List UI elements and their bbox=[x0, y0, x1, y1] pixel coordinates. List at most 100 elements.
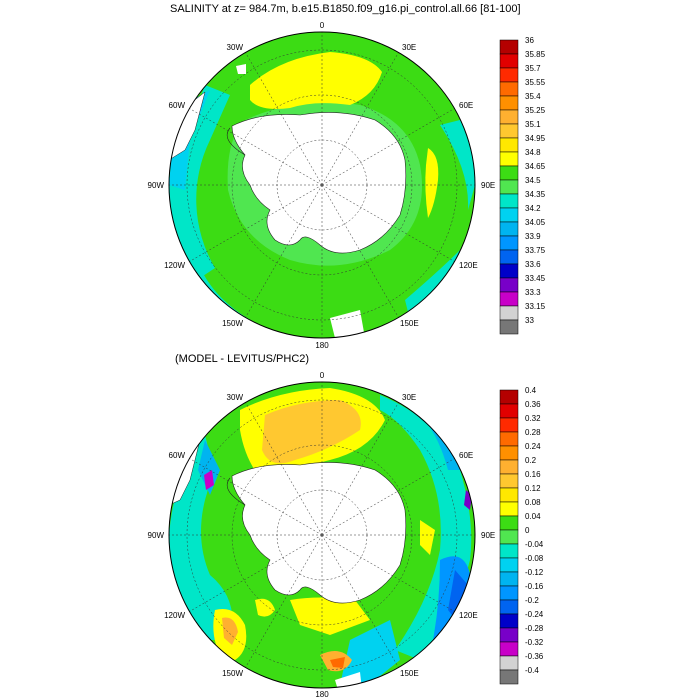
colorbar-swatch bbox=[499, 445, 519, 461]
colorbar-swatch bbox=[499, 235, 519, 251]
colorbar-swatch bbox=[499, 389, 519, 405]
colorbar-label: 0.4 bbox=[525, 386, 537, 395]
colorbar-label: 0.36 bbox=[525, 400, 541, 409]
colorbar-swatch bbox=[499, 221, 519, 237]
colorbar-label: -0.32 bbox=[525, 638, 544, 647]
colorbar-swatch bbox=[499, 165, 519, 181]
lon-label-120w: 120W bbox=[164, 261, 185, 270]
colorbar-swatch bbox=[499, 515, 519, 531]
colorbar-swatch bbox=[499, 417, 519, 433]
colorbar-swatch bbox=[499, 95, 519, 111]
lon-label-60e: 60E bbox=[459, 101, 473, 110]
colorbar-label: 0.08 bbox=[525, 498, 541, 507]
lon-label-60w: 60W bbox=[169, 101, 186, 110]
colorbar-label: -0.12 bbox=[525, 568, 544, 577]
lon-label-90e: 90E bbox=[481, 531, 495, 540]
colorbar-swatch bbox=[499, 487, 519, 503]
colorbar-swatch bbox=[499, 291, 519, 307]
colorbar-label: 35.7 bbox=[525, 64, 541, 73]
colorbar-swatch bbox=[499, 585, 519, 601]
colorbar-label: 33.3 bbox=[525, 288, 541, 297]
colorbar-label: 33.45 bbox=[525, 274, 546, 283]
colorbar-swatch bbox=[499, 151, 519, 167]
colorbar-label: 0.04 bbox=[525, 512, 541, 521]
colorbar-label: 33.9 bbox=[525, 232, 541, 241]
colorbar-label: 33.6 bbox=[525, 260, 541, 269]
top-map-title: SALINITY at z= 984.7m, b.e15.B1850.f09_g… bbox=[170, 3, 521, 15]
bottom-map-title: (MODEL - LEVITUS/PHC2) bbox=[175, 353, 310, 365]
colorbar-label: -0.24 bbox=[525, 610, 544, 619]
lon-label-120w: 120W bbox=[164, 611, 185, 620]
colorbar-label: 0.24 bbox=[525, 442, 541, 451]
colorbar-label: 0.28 bbox=[525, 428, 541, 437]
colorbar-label: 34.65 bbox=[525, 162, 546, 171]
lon-label-150e: 150E bbox=[400, 319, 419, 328]
lon-label-180: 180 bbox=[315, 341, 329, 350]
colorbar-swatch bbox=[499, 53, 519, 69]
colorbar-swatch bbox=[499, 263, 519, 279]
colorbar-swatch bbox=[499, 599, 519, 615]
colorbar-swatch bbox=[499, 207, 519, 223]
lon-label-150e: 150E bbox=[400, 669, 419, 678]
colorbar-label: 0.2 bbox=[525, 456, 537, 465]
bottom-map: 0 30E 60E 90E 120E 150E 180 150W 120W 90… bbox=[148, 371, 496, 699]
colorbar-swatch bbox=[499, 81, 519, 97]
colorbar-swatch bbox=[499, 571, 519, 587]
colorbar-swatch bbox=[499, 109, 519, 125]
colorbar-swatch bbox=[499, 305, 519, 321]
colorbar-swatch bbox=[499, 39, 519, 55]
lon-label-90w: 90W bbox=[148, 181, 165, 190]
lon-label-0: 0 bbox=[320, 371, 325, 380]
colorbar-label: 33.15 bbox=[525, 302, 546, 311]
colorbar-swatch bbox=[499, 123, 519, 139]
colorbar-swatch bbox=[499, 277, 519, 293]
colorbar-swatch bbox=[499, 641, 519, 657]
colorbar-label: 34.2 bbox=[525, 204, 541, 213]
lon-label-180: 180 bbox=[315, 690, 329, 699]
colorbar-swatch bbox=[499, 613, 519, 629]
lon-label-30w: 30W bbox=[227, 43, 244, 52]
colorbar-label: 35.25 bbox=[525, 106, 546, 115]
lon-label-30e: 30E bbox=[402, 393, 416, 402]
lon-label-30w: 30W bbox=[227, 393, 244, 402]
colorbar-label: 0 bbox=[525, 526, 530, 535]
colorbar-label: 34.95 bbox=[525, 134, 546, 143]
colorbar-label: 0.16 bbox=[525, 470, 541, 479]
colorbar-swatch bbox=[499, 137, 519, 153]
lon-label-60w: 60W bbox=[169, 451, 186, 460]
colorbar-label: 36 bbox=[525, 36, 534, 45]
top-map: 0 30E 60E 90E 120E 150E 180 150W 120W 90… bbox=[148, 21, 496, 350]
colorbar-label: 33.75 bbox=[525, 246, 546, 255]
colorbar-label: 34.35 bbox=[525, 190, 546, 199]
colorbar-label: -0.2 bbox=[525, 596, 539, 605]
lon-label-90w: 90W bbox=[148, 531, 165, 540]
colorbar-swatch bbox=[499, 249, 519, 265]
colorbar-swatch bbox=[499, 67, 519, 83]
colorbar-label: 34.8 bbox=[525, 148, 541, 157]
colorbar-label: 35.85 bbox=[525, 50, 546, 59]
colorbar-swatch bbox=[499, 473, 519, 489]
colorbar-swatch bbox=[499, 557, 519, 573]
lon-label-60e: 60E bbox=[459, 451, 473, 460]
colorbar-swatch bbox=[499, 669, 519, 685]
colorbar-swatch bbox=[499, 529, 519, 545]
colorbar-swatch bbox=[499, 431, 519, 447]
lon-label-120e: 120E bbox=[459, 611, 478, 620]
colorbar-label: -0.28 bbox=[525, 624, 544, 633]
colorbar-swatch bbox=[499, 179, 519, 195]
colorbar-label: -0.08 bbox=[525, 554, 544, 563]
colorbar-label: 34.05 bbox=[525, 218, 546, 227]
lon-label-150w: 150W bbox=[222, 669, 243, 678]
colorbar-swatch bbox=[499, 459, 519, 475]
lon-label-90e: 90E bbox=[481, 181, 495, 190]
colorbar-label: 35.4 bbox=[525, 92, 541, 101]
colorbar-swatch bbox=[499, 501, 519, 517]
colorbar-swatch bbox=[499, 655, 519, 671]
colorbar-label: -0.16 bbox=[525, 582, 544, 591]
lon-label-120e: 120E bbox=[459, 261, 478, 270]
top-colorbar: 36 35.85 35.7 35.55 35.4 35.25 35.1 34.95 34.8 34… bbox=[499, 36, 546, 335]
colorbar-swatch bbox=[499, 543, 519, 559]
lon-label-150w: 150W bbox=[222, 319, 243, 328]
colorbar-label: 34.5 bbox=[525, 176, 541, 185]
